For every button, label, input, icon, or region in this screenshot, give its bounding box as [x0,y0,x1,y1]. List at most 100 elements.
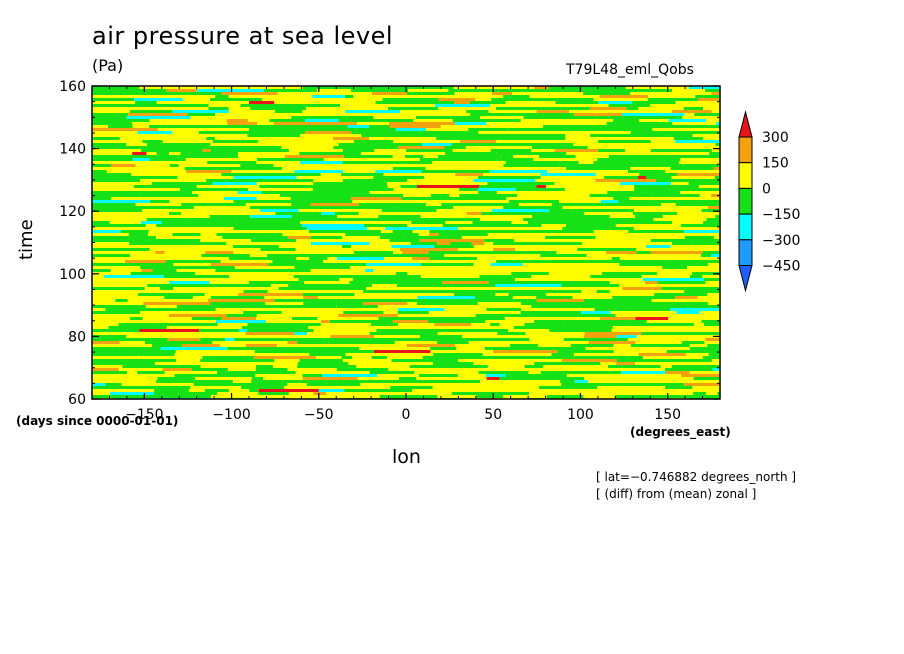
chart-units: (Pa) [92,56,124,75]
field-cell [278,287,333,290]
field-cell [212,140,259,143]
field-cell [651,302,708,305]
field-cell [291,215,338,218]
field-cell [239,98,262,101]
field-cell [711,92,720,95]
field-cell [132,152,147,155]
field-cell [216,320,266,323]
field-cell [673,137,704,140]
field-cell [364,128,396,131]
field-cell [138,353,175,356]
field-cell [125,260,166,263]
field-cell [92,248,150,251]
field-cell [680,305,711,308]
field-cell [644,272,658,275]
field-cell [92,143,127,146]
field-cell [321,185,388,188]
field-cell [496,107,550,110]
field-cell [236,221,301,224]
colorbar-label: −300 [762,233,800,249]
field-cell [166,89,198,92]
colorbar-segment [738,187,753,215]
field-cell [343,311,355,314]
field-cell [452,119,509,122]
field-cell [347,125,370,128]
field-cell [92,170,107,173]
field-cell [708,353,720,356]
x-tick-label: 150 [654,407,681,423]
field-cell [310,347,360,350]
field-cell [668,134,693,137]
field-cell [342,245,352,248]
field-cell [221,275,230,278]
field-cell [490,263,523,266]
field-cell [278,119,306,122]
field-cell [213,356,254,359]
field-cell [178,392,218,395]
field-cell [140,266,170,269]
field-cell [365,269,374,272]
field-cell [288,284,300,287]
field-cell [399,377,417,380]
field-cell [494,338,530,341]
field-cell [191,317,222,320]
y-tick-label: 80 [68,329,86,345]
field-cell [364,224,408,227]
field-cell [407,299,452,302]
field-cell [115,299,128,302]
field-cell [401,254,445,257]
field-cell [706,218,720,221]
field-cell [378,317,427,320]
field-cell [92,155,133,158]
field-cell [351,89,409,92]
field-cell [392,194,404,197]
field-cell [567,107,590,110]
field-cell [608,104,651,107]
field-cell [635,215,663,218]
field-cell [137,371,165,374]
field-cell [597,140,651,143]
field-cell [108,125,133,128]
field-cell [92,209,142,212]
field-cell [485,374,506,377]
field-cell [92,305,146,308]
field-cell [251,380,301,383]
field-cell [327,383,361,386]
field-cell [634,188,691,191]
field-cell [701,200,720,203]
field-cell [548,212,584,215]
field-cell [162,368,192,371]
field-cell [283,263,306,266]
field-cell [181,344,220,347]
field-cell [428,251,469,254]
field-cell [169,341,213,344]
field-cell [92,368,119,371]
field-cell [92,395,140,398]
field-cell [391,359,459,362]
field-cell [554,149,599,152]
field-cell [613,119,640,122]
field-cell [139,329,200,332]
field-cell [662,266,687,269]
field-cell [379,281,442,284]
field-cell [305,131,352,134]
field-cell [515,188,565,191]
field-cell [92,224,146,227]
field-cell [596,290,610,293]
field-cell [589,194,607,197]
y-tick-label: 140 [59,142,86,158]
field-cell [221,92,278,95]
field-cell [589,305,618,308]
field-cell [294,170,343,173]
field-cell [487,182,518,185]
field-cell [210,149,249,152]
field-cell [478,371,529,374]
field-cell [665,371,690,374]
field-cell [598,149,626,152]
x-axis-ticks: −150 −100 −50 0 50 100 150 [91,86,721,423]
field-cell [509,344,539,347]
colorbar-segment [738,239,753,267]
field-cell [117,113,129,116]
field-cell [389,125,441,128]
field-cell [505,374,534,377]
